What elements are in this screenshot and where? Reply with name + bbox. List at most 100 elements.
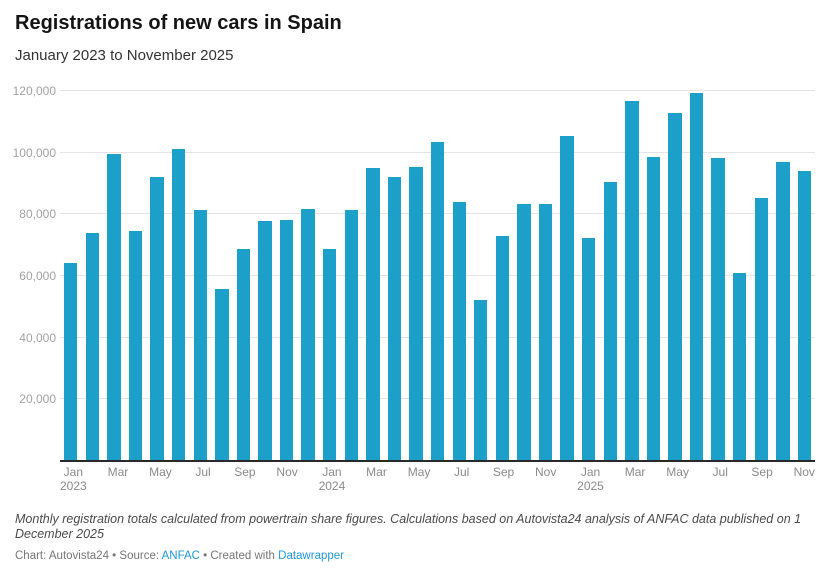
- bar-slot: [664, 91, 686, 461]
- chart-subtitle: January 2023 to November 2025: [15, 47, 234, 64]
- bar-mar-2024[interactable]: [366, 168, 380, 461]
- bar-may-2024[interactable]: [409, 167, 423, 461]
- bar-jan-2023[interactable]: [64, 263, 78, 461]
- x-tick-slot: May: [408, 465, 431, 493]
- x-tick-slot: [256, 465, 277, 493]
- bar-aug-2025[interactable]: [733, 272, 747, 461]
- bar-sep-2024[interactable]: [495, 236, 510, 461]
- source-link[interactable]: ANFAC: [161, 550, 200, 562]
- x-tick-slot: [213, 465, 234, 493]
- x-tick-slot: Mar: [108, 465, 129, 493]
- x-tick-slot: [556, 465, 577, 493]
- y-tick-label: 40,000: [19, 330, 56, 345]
- x-tick-month: Nov: [793, 465, 815, 479]
- x-tick-slot: [731, 465, 752, 493]
- x-tick-slot: Nov: [535, 465, 556, 493]
- x-tick-year: 2024: [318, 479, 346, 493]
- x-tick-slot: [387, 465, 408, 493]
- bar-slot: [686, 91, 708, 461]
- bar-sep-2023[interactable]: [236, 249, 251, 461]
- bar-jul-2025[interactable]: [711, 157, 725, 461]
- bar-jan-2025[interactable]: [581, 238, 596, 461]
- byline-source-label: Source:: [119, 550, 162, 562]
- bar-may-2025[interactable]: [668, 112, 682, 461]
- bar-slot: [470, 91, 492, 461]
- x-tick-slot: Sep: [234, 465, 255, 493]
- bar-slot: [254, 91, 276, 461]
- bar-chart: 20,000 40,000 60,000 80,000 100,000 120,000 J…: [0, 76, 838, 496]
- byline-separator: •: [199, 550, 211, 562]
- bar-slot: [772, 91, 794, 461]
- x-tick-slot: [773, 465, 794, 493]
- bar-feb-2025[interactable]: [603, 182, 617, 461]
- y-tick-label: 120,000: [12, 84, 56, 98]
- bar-mar-2025[interactable]: [625, 100, 639, 461]
- bar-slot: [794, 91, 816, 461]
- bar-apr-2024[interactable]: [387, 177, 402, 461]
- bar-slot: [578, 91, 600, 461]
- bar-oct-2024[interactable]: [517, 204, 531, 461]
- x-tick-month: Mar: [107, 465, 129, 479]
- byline-chart-credit: Chart: Autovista24: [15, 550, 109, 562]
- bar-sep-2025[interactable]: [754, 198, 768, 461]
- x-tick-month: Jan: [322, 465, 342, 479]
- bar-oct-2025[interactable]: [776, 161, 790, 461]
- bar-slot: [384, 91, 406, 461]
- bar-slot: [621, 91, 643, 461]
- bar-dec-2023[interactable]: [301, 209, 315, 461]
- bar-slot: [189, 91, 211, 461]
- bar-jul-2024[interactable]: [452, 202, 466, 461]
- x-tick-slot: [604, 465, 625, 493]
- x-tick-slot: Nov: [276, 465, 297, 493]
- x-tick-slot: Jan 2023: [60, 465, 87, 493]
- x-tick-slot: [689, 465, 710, 493]
- bar-mar-2023[interactable]: [107, 153, 121, 461]
- x-tick-month: Nov: [276, 465, 298, 479]
- bar-slot: [643, 91, 665, 461]
- x-tick-slot: Jan 2024: [319, 465, 346, 493]
- y-tick-label: 80,000: [19, 207, 56, 222]
- datawrapper-link[interactable]: Datawrapper: [278, 550, 344, 562]
- x-tick-slot: [430, 465, 451, 493]
- x-tick-month: Mar: [624, 465, 646, 479]
- y-tick-label: 100,000: [12, 145, 56, 160]
- bar-aug-2023[interactable]: [215, 288, 229, 461]
- gridline: [60, 90, 815, 91]
- bar-nov-2025[interactable]: [797, 170, 812, 461]
- y-tick-label: 60,000: [19, 269, 56, 283]
- bar-jun-2023[interactable]: [171, 148, 186, 461]
- bar-aug-2024[interactable]: [474, 299, 488, 461]
- x-tick-month: May: [666, 465, 689, 479]
- x-tick-month: Jan: [580, 465, 601, 479]
- byline-created-label: Created with: [210, 550, 279, 562]
- bar-slot: [448, 91, 470, 461]
- x-tick-slot: [298, 465, 319, 493]
- x-tick-slot: May: [149, 465, 172, 493]
- bar-jun-2025[interactable]: [689, 92, 704, 461]
- bar-slot: [319, 91, 341, 461]
- x-tick-slot: [472, 465, 493, 493]
- x-tick-slot: [514, 465, 535, 493]
- y-tick-label: 20,000: [19, 392, 56, 407]
- bar-jul-2023[interactable]: [193, 210, 207, 461]
- bar-nov-2023[interactable]: [279, 219, 294, 461]
- bar-slot: [556, 91, 578, 461]
- x-tick-month: Sep: [492, 465, 515, 479]
- bar-feb-2024[interactable]: [344, 210, 358, 461]
- bar-dec-2024[interactable]: [560, 136, 574, 461]
- x-tick-slot: Jan 2025: [577, 465, 604, 493]
- bar-apr-2023[interactable]: [128, 230, 143, 461]
- page-title: Registrations of new cars in Spain: [15, 12, 342, 34]
- bar-jun-2024[interactable]: [430, 142, 445, 461]
- byline: Chart: Autovista24 • Source: ANFAC • Cre…: [15, 550, 823, 563]
- bar-feb-2023[interactable]: [85, 233, 100, 461]
- bar-may-2023[interactable]: [150, 176, 164, 461]
- bar-apr-2025[interactable]: [646, 156, 661, 461]
- bar-nov-2024[interactable]: [538, 204, 553, 461]
- bar-slot: [751, 91, 773, 461]
- bar-oct-2023[interactable]: [258, 220, 272, 461]
- x-tick-slot: Nov: [794, 465, 815, 493]
- x-tick-month: Mar: [366, 465, 387, 479]
- bar-jan-2024[interactable]: [323, 249, 337, 461]
- x-tick-month: May: [407, 465, 431, 479]
